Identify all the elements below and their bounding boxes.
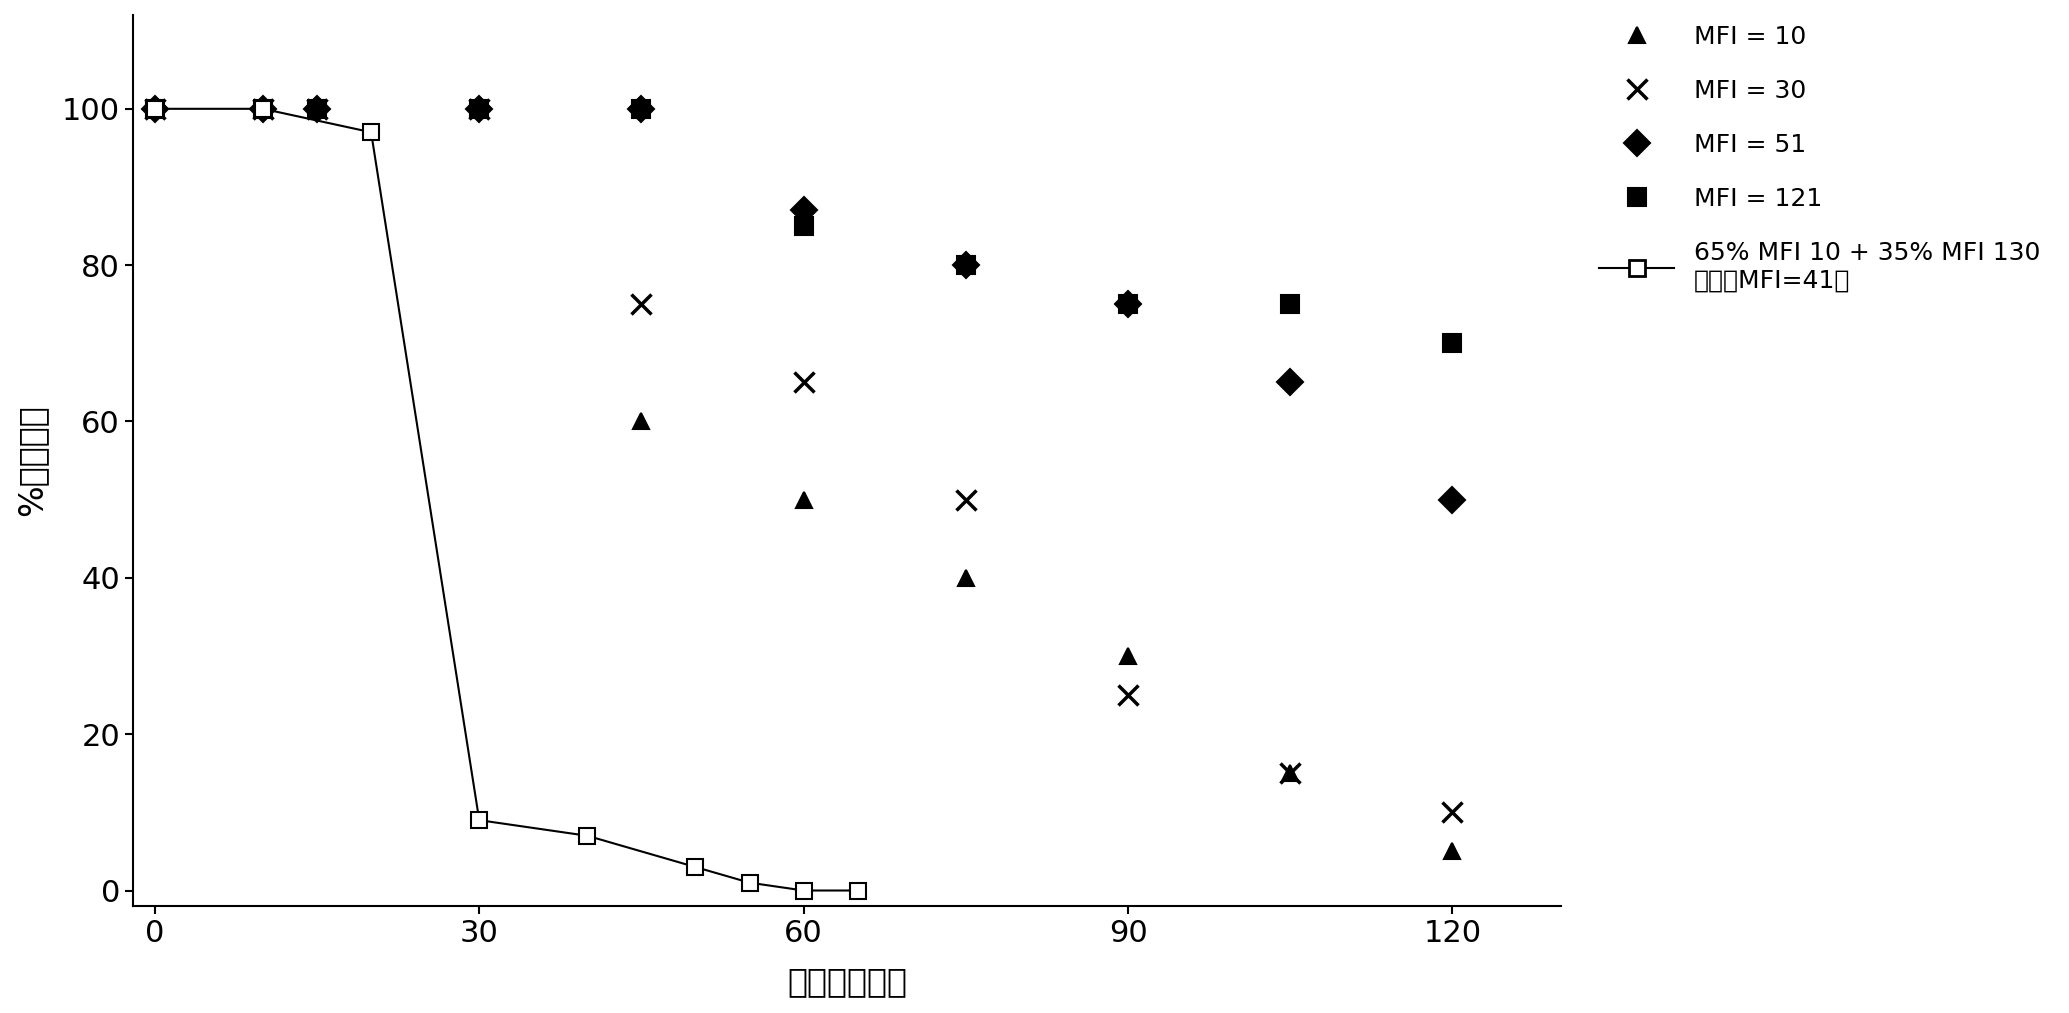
- Legend: MFI = 10, MFI = 30, MFI = 51, MFI = 121, 65% MFI 10 + 35% MFI 130
（掺混MFI=41）: MFI = 10, MFI = 30, MFI = 51, MFI = 121,…: [1589, 15, 2050, 303]
- Y-axis label: %熔体破裂: %熔体破裂: [14, 405, 48, 517]
- X-axis label: 时间（分钟）: 时间（分钟）: [786, 965, 906, 998]
